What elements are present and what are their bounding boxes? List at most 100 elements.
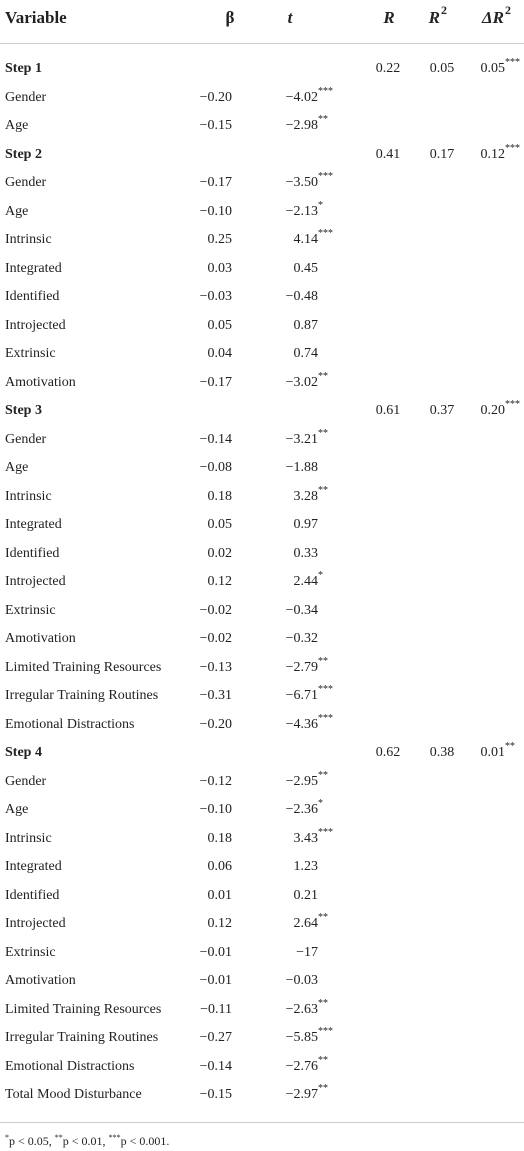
t-value: −17 (296, 944, 318, 960)
t-value: 0.74 (293, 346, 319, 361)
variable-name: Identified (5, 545, 60, 561)
variable-name: Integrated (5, 859, 62, 874)
r2-value: 0.17 (429, 146, 455, 162)
header-delta-r2-sup: 2 (505, 3, 511, 17)
t-sig: *** (318, 85, 333, 97)
variable-name: Age (5, 460, 29, 475)
variable-name: Amotivation (5, 973, 76, 988)
variable-name: Introjected (5, 916, 66, 931)
beta-value: 0.25 (207, 232, 233, 247)
t-value: −4.02 (285, 89, 318, 105)
footnote-sig: *** (108, 1133, 121, 1142)
header-rule (0, 43, 524, 44)
footnote-sig: ** (54, 1133, 63, 1142)
variable-name: Total Mood Disturbance (5, 1087, 142, 1102)
t-sig: * (318, 570, 323, 581)
variable-name: Integrated (5, 517, 62, 532)
beta-value: −0.14 (199, 1058, 232, 1074)
variable-name: Emotional Distractions (5, 1058, 135, 1074)
t-value: −2.36 (285, 802, 318, 817)
delta-r2-value: 0.20 (480, 403, 506, 418)
step-label: Step 2 (5, 146, 42, 162)
step-label: Step 3 (5, 403, 42, 418)
r-value: 0.62 (375, 745, 401, 760)
t-value: 4.14 (293, 232, 319, 247)
t-value: −2.13 (285, 203, 318, 219)
t-sig: ** (318, 114, 328, 125)
variable-name: Extrinsic (5, 346, 56, 361)
footnote-text: p < 0.001. (120, 1134, 170, 1148)
beta-value: 0.12 (207, 574, 233, 589)
beta-value: −0.11 (200, 1001, 232, 1017)
t-value: 3.28 (293, 488, 319, 504)
t-value: −2.95 (285, 773, 318, 789)
beta-value: −0.27 (199, 1030, 232, 1045)
beta-value: 0.04 (207, 346, 233, 361)
t-value: 2.44 (293, 574, 319, 589)
t-sig: *** (318, 712, 333, 724)
t-value: −2.97 (285, 1087, 318, 1102)
beta-value: −0.10 (199, 802, 232, 817)
variable-name: Introjected (5, 574, 66, 589)
t-sig: ** (318, 769, 328, 781)
beta-value: −0.14 (199, 431, 232, 447)
t-sig: ** (318, 997, 328, 1009)
delta-r2-value: 0.01 (480, 745, 506, 760)
beta-value: −0.12 (199, 773, 232, 789)
t-value: −3.02 (285, 374, 318, 390)
variable-name: Irregular Training Routines (5, 1030, 159, 1045)
step-label: Step 4 (5, 745, 42, 760)
beta-value: 0.03 (207, 260, 233, 276)
beta-value: −0.08 (199, 460, 232, 475)
beta-value: −0.02 (199, 602, 232, 618)
footnote-text: p < 0.01, (62, 1134, 109, 1148)
beta-value: −0.31 (199, 688, 232, 703)
variable-name: Emotional Distractions (5, 716, 135, 732)
beta-value: 0.02 (207, 545, 233, 561)
t-value: 3.43 (293, 830, 319, 846)
header-beta: β (225, 8, 235, 27)
t-sig: *** (318, 1026, 333, 1037)
t-sig: *** (318, 171, 333, 182)
t-value: −2.98 (285, 118, 318, 133)
t-sig: *** (318, 228, 333, 239)
t-value: 1.23 (293, 859, 319, 874)
r2-value: 0.05 (429, 61, 455, 76)
header-t: t (287, 8, 293, 27)
variable-name: Age (5, 802, 29, 817)
beta-value: −0.01 (199, 973, 232, 988)
header-delta-r2: ΔR (482, 8, 504, 27)
t-value: −4.36 (285, 716, 318, 732)
t-value: −1.88 (285, 460, 318, 475)
t-value: 0.21 (293, 887, 319, 903)
variable-name: Gender (5, 431, 47, 447)
beta-value: −0.17 (199, 175, 232, 190)
variable-name: Irregular Training Routines (5, 688, 159, 703)
t-sig: ** (318, 427, 328, 439)
header-variable: Variable (5, 8, 67, 27)
variable-name: Age (5, 118, 29, 133)
r-value: 0.61 (375, 403, 401, 418)
variable-name: Amotivation (5, 374, 76, 390)
beta-value: 0.05 (207, 317, 233, 333)
beta-value: −0.20 (199, 716, 232, 732)
t-sig: ** (318, 484, 328, 496)
variable-name: Gender (5, 89, 47, 105)
beta-value: −0.10 (199, 203, 232, 219)
t-value: 0.87 (293, 317, 319, 333)
t-value: −3.21 (285, 431, 318, 447)
variable-name: Gender (5, 175, 47, 190)
t-sig: ** (318, 1054, 328, 1066)
t-sig: ** (318, 912, 328, 923)
t-value: −2.63 (285, 1001, 318, 1017)
beta-value: −0.15 (199, 1087, 232, 1102)
delta-r2-sig: *** (505, 399, 520, 410)
r2-value: 0.37 (429, 403, 455, 418)
beta-value: −0.17 (199, 374, 232, 390)
variable-name: Identified (5, 887, 60, 903)
beta-value: 0.01 (207, 887, 233, 903)
variable-name: Limited Training Resources (5, 659, 162, 675)
footnote-text: p < 0.05, (9, 1134, 55, 1148)
footnote-sig: * (5, 1133, 9, 1142)
variable-name: Identified (5, 289, 60, 304)
